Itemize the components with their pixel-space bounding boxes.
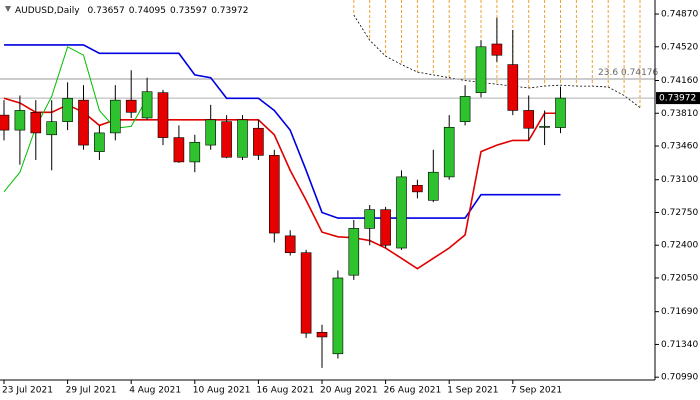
y-tick-label: 0.74160	[661, 76, 698, 86]
candle-body	[62, 97, 73, 122]
candle-body	[284, 235, 296, 254]
header-open: 0.73657	[88, 6, 125, 16]
candle-body	[332, 277, 344, 355]
y-tick-label: 0.72750	[661, 208, 698, 218]
candle-body	[316, 331, 328, 338]
cloud-edge	[353, 14, 641, 108]
candle-body	[237, 119, 248, 158]
fib-level-value: 0.74176	[621, 67, 658, 77]
candle-body	[459, 96, 471, 122]
candle-body	[0, 114, 10, 131]
y-tick-label: 0.71690	[661, 307, 698, 317]
candle-body	[189, 141, 201, 163]
candle-body	[110, 99, 121, 134]
y-tick-label: 0.71340	[661, 340, 698, 350]
x-tick-label: 20 Aug 2021	[320, 386, 378, 396]
y-tick-label: 0.73810	[661, 109, 698, 119]
candle-body	[523, 110, 535, 129]
y-tick-label: 0.73460	[661, 142, 698, 152]
x-tick-label: 1 Sep 2021	[447, 386, 498, 396]
x-tick-label: 10 Aug 2021	[193, 386, 251, 396]
candle-body	[268, 155, 280, 234]
x-tick-label: 4 Aug 2021	[129, 386, 181, 396]
header-high: 0.74095	[129, 6, 166, 16]
x-tick-label: 23 Jul 2021	[2, 386, 53, 396]
indicator-line	[4, 44, 561, 219]
fib-level-name: 23.6	[598, 67, 618, 77]
y-tick-label: 0.72400	[661, 241, 698, 251]
y-tick-label: 0.72050	[661, 273, 698, 283]
candle-body	[412, 185, 423, 193]
candle-body	[14, 110, 26, 131]
symbol-label: AUDUSD,Daily	[15, 6, 80, 16]
candle-body	[141, 91, 153, 119]
candle-body	[348, 228, 360, 276]
candle-body	[380, 209, 391, 246]
candle-body	[94, 132, 105, 152]
candle-body	[491, 43, 503, 56]
header-low: 0.73597	[170, 6, 207, 16]
candle-body	[539, 126, 550, 128]
candle-body	[157, 92, 169, 138]
y-tick-label: 0.73100	[661, 175, 698, 185]
candle-body	[364, 209, 376, 229]
line-layer: 23.6 0.74176	[0, 44, 659, 270]
price-tag	[656, 92, 700, 105]
candle-body	[427, 171, 439, 201]
candle-layer	[0, 17, 566, 368]
x-tick-label: 7 Sep 2021	[511, 386, 562, 396]
x-tick-label: 16 Aug 2021	[256, 386, 314, 396]
y-tick-label: 0.74870	[661, 10, 698, 20]
indicator-line	[3, 97, 561, 270]
candle-body	[30, 112, 42, 134]
candle-body	[443, 126, 455, 178]
price-tag-label: 0.73972	[659, 94, 696, 104]
candle-body	[46, 121, 58, 136]
x-tick-label: 26 Aug 2021	[384, 386, 442, 396]
header-close: 0.73972	[211, 6, 248, 16]
candle-body	[253, 127, 264, 156]
candle-body	[125, 99, 137, 113]
chart-header: AUDUSD,Daily 0.73657 0.74095 0.73597 0.73972	[15, 6, 248, 16]
candle-body	[555, 97, 566, 128]
y-tick-label: 0.70990	[661, 373, 698, 383]
candle-body	[507, 64, 519, 111]
indicator-line	[3, 46, 148, 193]
candle-body	[173, 137, 185, 163]
candle-body	[205, 119, 216, 146]
candle-body	[221, 121, 232, 158]
x-tick-label: 29 Jul 2021	[66, 386, 117, 396]
candle-body	[78, 99, 89, 146]
candle-body	[396, 176, 407, 249]
fib-label: 23.6 0.74176	[598, 67, 659, 77]
candle-body	[300, 252, 312, 334]
symbol-icon	[5, 6, 11, 12]
candle-body	[475, 46, 487, 93]
y-tick-label: 0.74520	[661, 42, 698, 52]
